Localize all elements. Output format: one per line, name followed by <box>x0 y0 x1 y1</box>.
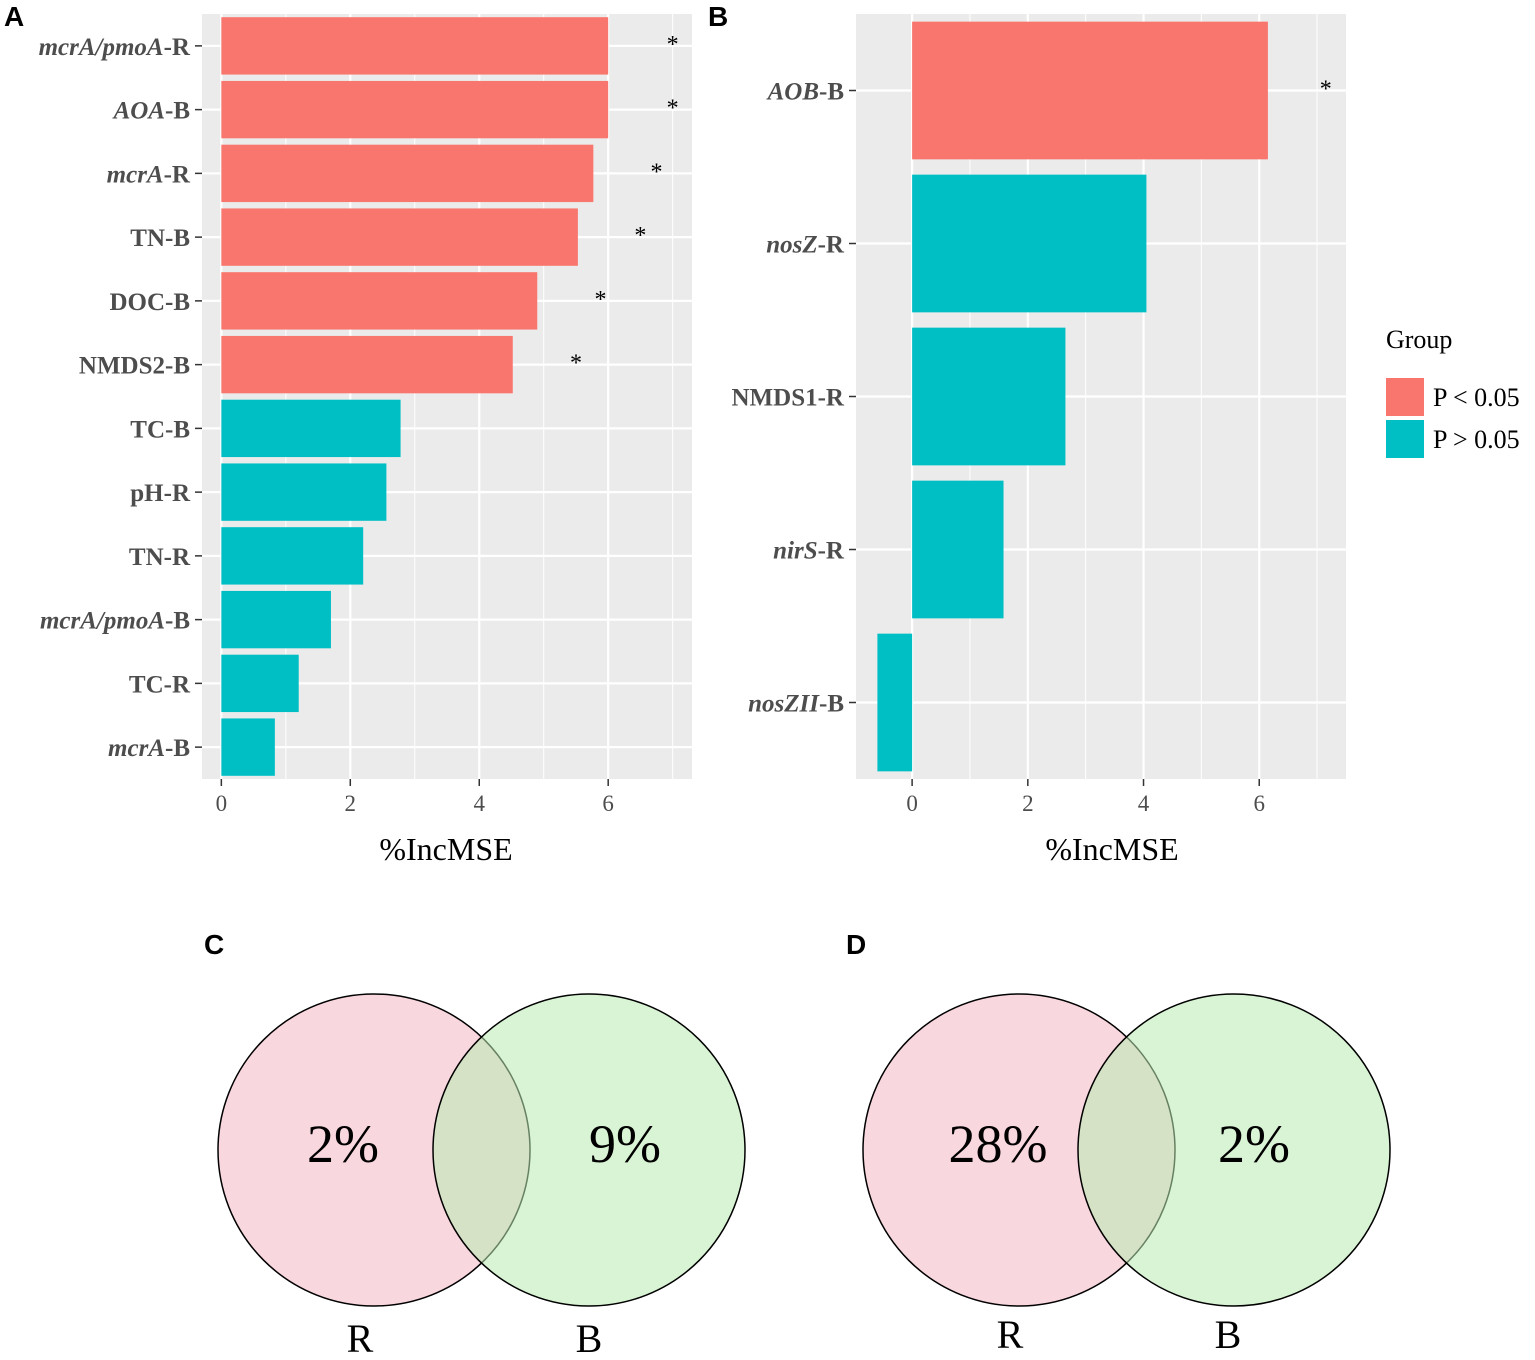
panel-label-a: A <box>4 1 24 32</box>
significance-star: * <box>570 351 582 377</box>
y-tick-label-DOC-B: DOC-B <box>109 289 190 316</box>
x-tick-label: 2 <box>1022 791 1034 816</box>
bar-AOA-B <box>221 80 609 139</box>
bar-mcrA-B <box>221 718 275 776</box>
y-tick-label-NMDS2-B: NMDS2-B <box>79 353 190 380</box>
venn-label-b: B <box>576 1316 603 1360</box>
venn-circle-b <box>1077 993 1391 1307</box>
y-tick-label-pH-R: pH-R <box>130 480 191 507</box>
x-tick-label: 2 <box>345 791 357 816</box>
panel-label-b: B <box>708 1 728 32</box>
x-tick-label: 4 <box>473 791 485 816</box>
y-tick-label-TC-R: TC-R <box>129 671 191 698</box>
venn-value-r: 2% <box>307 1114 379 1174</box>
legend: Group P < 0.05 P > 0.05 <box>1386 325 1520 458</box>
bar-nirS-R <box>912 480 1004 619</box>
venn-diagram-c: 2% 9% R B <box>217 993 746 1360</box>
x-tick-label: 0 <box>216 791 228 816</box>
bar-nosZII-B <box>877 633 913 772</box>
y-tick-label-nirS-R: nirS-R <box>773 538 845 565</box>
venn-circle-b <box>432 993 746 1307</box>
bar-TC-R <box>221 654 299 713</box>
y-tick-label-TC-B: TC-B <box>130 416 190 443</box>
venn-label-r: R <box>997 1312 1024 1357</box>
legend-title: Group <box>1386 325 1452 354</box>
venn-value-b: 2% <box>1218 1114 1290 1174</box>
bar-nosZ-R <box>912 174 1147 313</box>
bar-DOC-B <box>221 272 538 330</box>
y-tick-label-TN-R: TN-R <box>129 544 191 571</box>
y-tick-label-mcrA-R: mcrA-R <box>107 161 191 188</box>
y-tick-label-AOB-B: AOB-B <box>766 79 844 106</box>
bar-AOB-B <box>912 21 1268 160</box>
bar-chart-a: 0 2 4 6 mcrA/pmoA-R * AOA-B * mcrA-R * TN-B * DOC-B *… <box>39 14 692 816</box>
x-tick-label: 6 <box>1253 791 1265 816</box>
venn-label-r: R <box>347 1316 374 1360</box>
bar-NMDS1-R <box>912 327 1066 466</box>
bar-TN-R <box>221 527 364 585</box>
venn-label-b: B <box>1215 1312 1242 1357</box>
significance-star: * <box>667 32 679 58</box>
bar-pH-R <box>221 463 387 521</box>
significance-star: * <box>651 159 663 185</box>
legend-swatch-significant <box>1386 378 1424 416</box>
legend-label-nonsignificant: P > 0.05 <box>1433 425 1520 454</box>
y-tick-label-mcrA/pmoA-B: mcrA/pmoA-B <box>40 608 190 635</box>
y-tick-label-TN-B: TN-B <box>130 225 190 252</box>
venn-value-r: 28% <box>949 1114 1048 1174</box>
bar-TN-B <box>221 208 578 266</box>
venn-diagram-d: 28% 2% R B <box>862 993 1391 1357</box>
panel-label-d: D <box>846 929 866 960</box>
x-tick-label: 0 <box>906 791 918 816</box>
significance-star: * <box>1320 77 1332 103</box>
x-tick-label: 6 <box>602 791 614 816</box>
bar-mcrA/pmoA-R <box>221 17 609 75</box>
bar-chart-b: 0 2 4 6 AOB-B * nosZ-R NMDS1-R nirS-R nosZII-B <box>732 14 1346 816</box>
legend-label-significant: P < 0.05 <box>1433 383 1520 412</box>
bar-mcrA-R <box>221 144 594 203</box>
y-tick-label-nosZII-B: nosZII-B <box>748 691 844 718</box>
y-tick-label-nosZ-R: nosZ-R <box>766 232 845 259</box>
x-tick-label: 4 <box>1138 791 1150 816</box>
significance-star: * <box>667 96 679 122</box>
legend-swatch-nonsignificant <box>1386 420 1424 458</box>
panel-label-c: C <box>204 929 224 960</box>
bar-NMDS2-B <box>221 335 513 394</box>
y-tick-label-mcrA/pmoA-R: mcrA/pmoA-R <box>39 34 191 61</box>
y-tick-label-NMDS1-R: NMDS1-R <box>732 385 845 412</box>
significance-star: * <box>634 223 646 249</box>
y-tick-label-mcrA-B: mcrA-B <box>108 735 190 762</box>
venn-value-b: 9% <box>589 1114 661 1174</box>
bar-TC-B <box>221 399 401 458</box>
y-tick-label-AOA-B: AOA-B <box>112 98 190 125</box>
plot-background <box>202 14 692 779</box>
x-axis-title-b: %IncMSE <box>1045 831 1178 867</box>
bar-mcrA/pmoA-B <box>221 590 331 649</box>
significance-star: * <box>594 287 606 313</box>
x-axis-title-a: %IncMSE <box>379 831 512 867</box>
